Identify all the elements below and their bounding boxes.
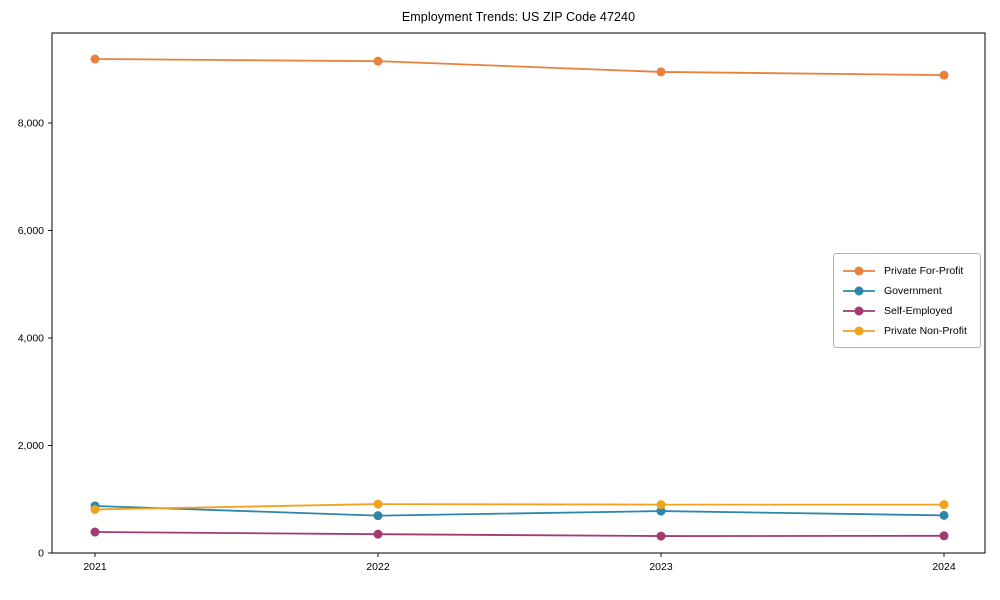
y-tick-label: 0 — [38, 548, 44, 560]
legend-item: Self-Employed — [842, 301, 972, 321]
data-point — [373, 511, 383, 521]
legend-item: Private Non-Profit — [842, 321, 972, 341]
data-point — [939, 510, 949, 520]
legend-item: Government — [842, 281, 972, 301]
data-point — [90, 527, 100, 537]
x-tick-label: 2021 — [83, 561, 107, 573]
y-tick-label: 2,000 — [18, 440, 44, 452]
x-tick-label: 2024 — [932, 561, 956, 573]
data-point — [939, 500, 949, 510]
data-point — [90, 504, 100, 514]
legend-marker-icon — [843, 326, 875, 336]
legend-marker-icon — [843, 286, 875, 296]
y-tick-label: 8,000 — [18, 117, 44, 129]
legend-marker-icon — [843, 266, 875, 276]
data-point — [373, 499, 383, 509]
x-tick-label: 2022 — [366, 561, 390, 573]
legend-marker-icon — [843, 306, 875, 316]
data-point — [656, 500, 666, 510]
legend-item: Private For-Profit — [842, 261, 972, 281]
data-point — [656, 506, 666, 516]
data-point — [90, 54, 100, 64]
series-line — [94, 505, 945, 517]
data-point — [373, 56, 383, 66]
legend-label: Self-Employed — [884, 305, 953, 317]
data-point — [939, 70, 949, 80]
x-tick-label: 2023 — [649, 561, 673, 573]
series-line — [94, 531, 945, 537]
data-point — [939, 531, 949, 541]
data-point — [373, 529, 383, 539]
data-point — [656, 531, 666, 541]
legend-label: Private Non-Profit — [884, 325, 967, 337]
plot-spines — [51, 32, 986, 554]
data-point — [656, 67, 666, 77]
y-tick-label: 4,000 — [18, 332, 44, 344]
y-tick-label: 6,000 — [18, 225, 44, 237]
legend: Private For-Profit Government Self-Employe… — [833, 253, 981, 348]
series-line — [94, 58, 945, 77]
legend-label: Government — [884, 285, 942, 297]
chart-title: Employment Trends: US ZIP Code 47240 — [401, 10, 636, 24]
legend-label: Private For-Profit — [884, 265, 964, 277]
series-line — [94, 503, 945, 511]
